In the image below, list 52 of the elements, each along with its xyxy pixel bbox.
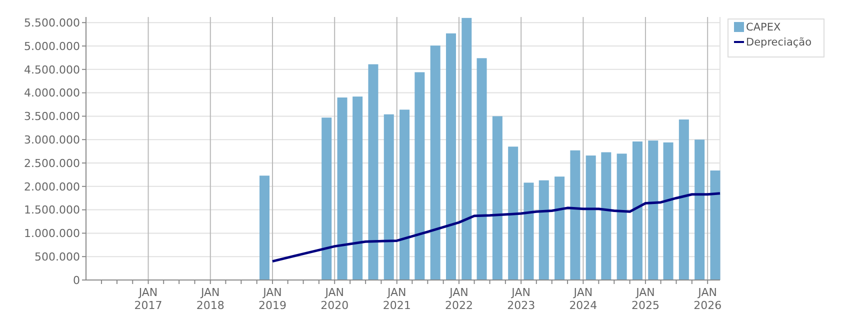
bar — [554, 176, 565, 280]
x-tick-label: JAN 2018 — [196, 286, 224, 312]
bar — [400, 110, 410, 280]
bar — [694, 140, 705, 280]
x-tick-label: JAN 2020 — [320, 286, 349, 312]
bar — [446, 33, 456, 280]
legend-label: CAPEX — [746, 22, 781, 34]
bar — [414, 72, 425, 280]
y-tick-label: 1.500.000 — [24, 204, 80, 217]
bar — [337, 97, 348, 280]
bar — [476, 58, 487, 280]
bar — [632, 141, 642, 280]
bar — [570, 150, 580, 280]
bar — [322, 118, 332, 280]
x-tick-label: JAN 2017 — [134, 286, 162, 312]
line-series — [271, 192, 722, 263]
bar — [492, 116, 502, 280]
y-tick-label: 2.500.000 — [24, 156, 80, 170]
bar — [586, 156, 596, 280]
bar — [368, 64, 378, 280]
bar — [430, 46, 440, 280]
y-tick-label: 500.000 — [34, 250, 80, 264]
y-tick-label: 5.000.000 — [24, 40, 80, 53]
y-tick-label: 1.000.000 — [24, 227, 80, 240]
bar — [462, 18, 472, 280]
bar — [384, 114, 394, 280]
y-tick-label: 3.000.000 — [24, 133, 80, 146]
x-tick-label: JAN 2022 — [444, 286, 473, 312]
bar — [259, 176, 270, 280]
bar — [710, 170, 720, 280]
x-tick-label: JAN 2026 — [694, 286, 722, 312]
bar — [508, 146, 518, 280]
bar — [538, 180, 549, 280]
legend-label: Depreciação — [746, 36, 812, 49]
y-tick-label: 4.500.000 — [24, 63, 80, 76]
x-tick-label: JAN 2021 — [382, 286, 411, 312]
bar — [648, 140, 658, 280]
bar — [524, 182, 534, 280]
bar — [663, 142, 674, 280]
bar — [352, 96, 363, 280]
y-tick-label: 2.000.000 — [24, 180, 80, 194]
y-tick-label: 4.000.000 — [24, 86, 80, 100]
x-tick-label: JAN 2023 — [507, 286, 536, 312]
y-tick-label: 0 — [73, 274, 80, 287]
bar — [616, 154, 627, 280]
x-tick-label: JAN 2019 — [258, 286, 286, 312]
bar — [678, 119, 689, 280]
bar — [601, 152, 612, 280]
x-tick-label: JAN 2024 — [569, 286, 598, 312]
y-tick-label: 5.500.000 — [24, 16, 80, 30]
x-tick-label: JAN 2025 — [631, 286, 660, 312]
y-tick-label: 3.500.000 — [24, 110, 80, 124]
